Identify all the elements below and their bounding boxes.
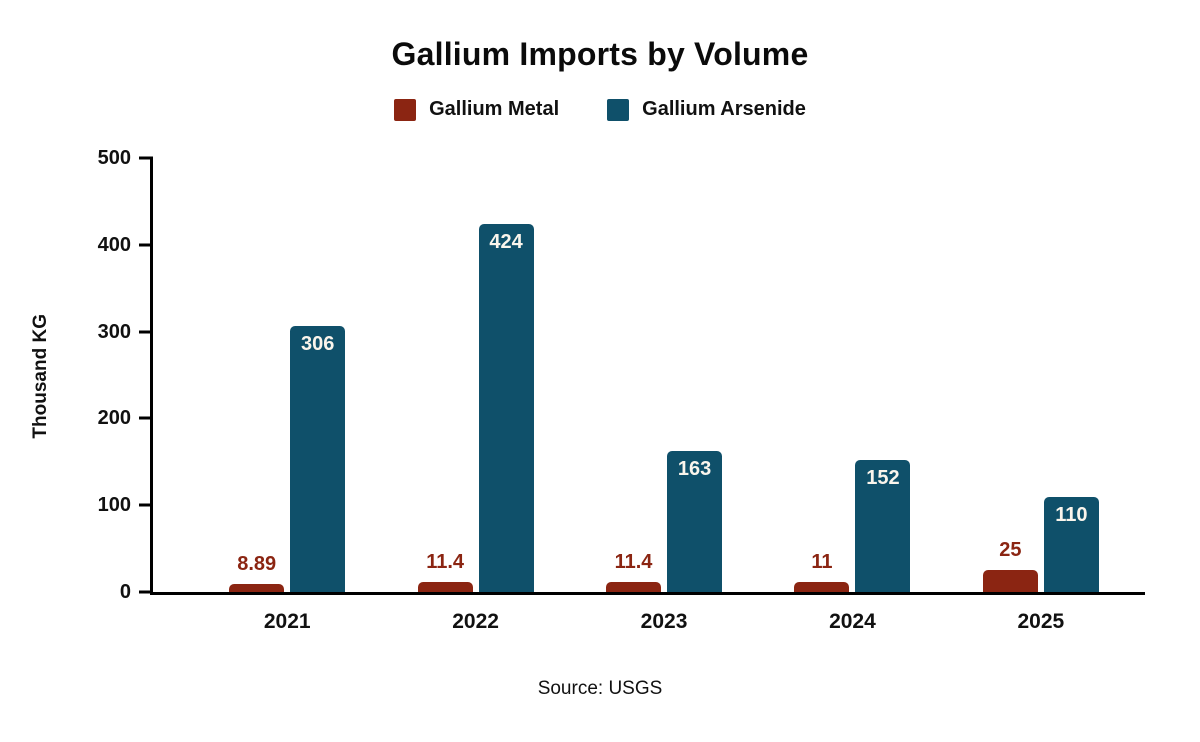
bar-group: 25 110 2025: [947, 158, 1135, 633]
y-tick: [139, 503, 153, 507]
y-tick: [139, 243, 153, 247]
bar-gallium-metal: [982, 570, 1038, 592]
legend-swatch: [607, 98, 630, 121]
y-tick-label: 500: [97, 147, 131, 169]
bar-gallium-arsenide: 306: [290, 326, 346, 592]
x-category-label: 2023: [640, 610, 688, 633]
bar-wrap: 11.4: [606, 158, 662, 592]
bar-wrap: 11.4: [417, 158, 473, 592]
bar-value-label: 424: [489, 230, 523, 253]
bar-wrap: 11: [794, 158, 850, 592]
y-axis-title-text: Thousand KG: [30, 314, 51, 439]
bar-value-label: 11.4: [426, 551, 465, 574]
source-note: Source: USGS: [537, 678, 663, 699]
x-category-label: 2022: [452, 610, 499, 633]
y-axis-title: Thousand KG: [30, 158, 52, 595]
bar-value-label: 25: [999, 539, 1022, 562]
bar-gallium-metal: [229, 584, 285, 592]
legend-label: Gallium Metal: [429, 98, 560, 120]
bar-value-label: 110: [1055, 503, 1088, 526]
bar-wrap: 152: [855, 158, 911, 592]
x-category-label: 2025: [1017, 610, 1065, 633]
y-tick-label: 100: [97, 494, 131, 517]
x-category-label: 2024: [829, 610, 876, 633]
bar-group: 8.89 306 2021: [193, 158, 381, 633]
x-category-label: 2021: [263, 610, 311, 633]
legend-label: Gallium Arsenide: [642, 98, 806, 120]
y-tick-label: 400: [97, 233, 131, 256]
y-tick-label: 0: [119, 581, 131, 603]
y-tick-label: 200: [97, 407, 131, 430]
bar-group: 11.4 163 2023: [570, 158, 758, 633]
bar-gallium-metal: [606, 582, 662, 592]
y-tick: [139, 330, 153, 334]
bar-wrap: 163: [667, 158, 723, 592]
plot-area: 0 100 200 300 400 500 8.89 306 2021 11.4 424 2022 11…: [98, 148, 1145, 633]
bar-group: 11 152 2024: [758, 158, 946, 633]
bar-wrap: 110: [1043, 158, 1099, 592]
legend-item-gallium-metal: Gallium Metal: [394, 98, 559, 121]
legend-item-gallium-arsenide: Gallium Arsenide: [607, 98, 806, 121]
bar-value-label: 8.89: [237, 553, 277, 576]
legend-swatch: [394, 98, 417, 121]
bar-gallium-arsenide: 152: [855, 460, 911, 592]
bar-wrap: 25: [982, 158, 1038, 592]
chart-title: Gallium Imports by Volume: [391, 36, 809, 72]
bar-gallium-metal: [417, 582, 473, 592]
bar-gallium-arsenide: 163: [667, 450, 723, 592]
legend: Gallium Metal Gallium Arsenide: [0, 98, 1200, 121]
bar-wrap: 424: [478, 158, 534, 592]
bar-value-label: 11.4: [614, 551, 653, 574]
bar-gallium-arsenide: 110: [1043, 496, 1099, 592]
bar-value-label: 152: [866, 467, 900, 490]
bar-wrap: 306: [290, 158, 346, 592]
bar-wrap: 8.89: [229, 158, 285, 592]
y-tick: [139, 156, 153, 160]
y-tick-label: 300: [97, 320, 131, 343]
y-tick: [139, 590, 153, 594]
bar-value-label: 163: [677, 457, 712, 480]
bar-gallium-metal: [794, 582, 850, 592]
y-tick: [139, 416, 153, 420]
bar-gallium-arsenide: 424: [478, 223, 534, 592]
bar-value-label: 11: [811, 551, 833, 574]
bar-group: 11.4 424 2022: [381, 158, 569, 633]
bar-value-label: 306: [301, 333, 335, 356]
